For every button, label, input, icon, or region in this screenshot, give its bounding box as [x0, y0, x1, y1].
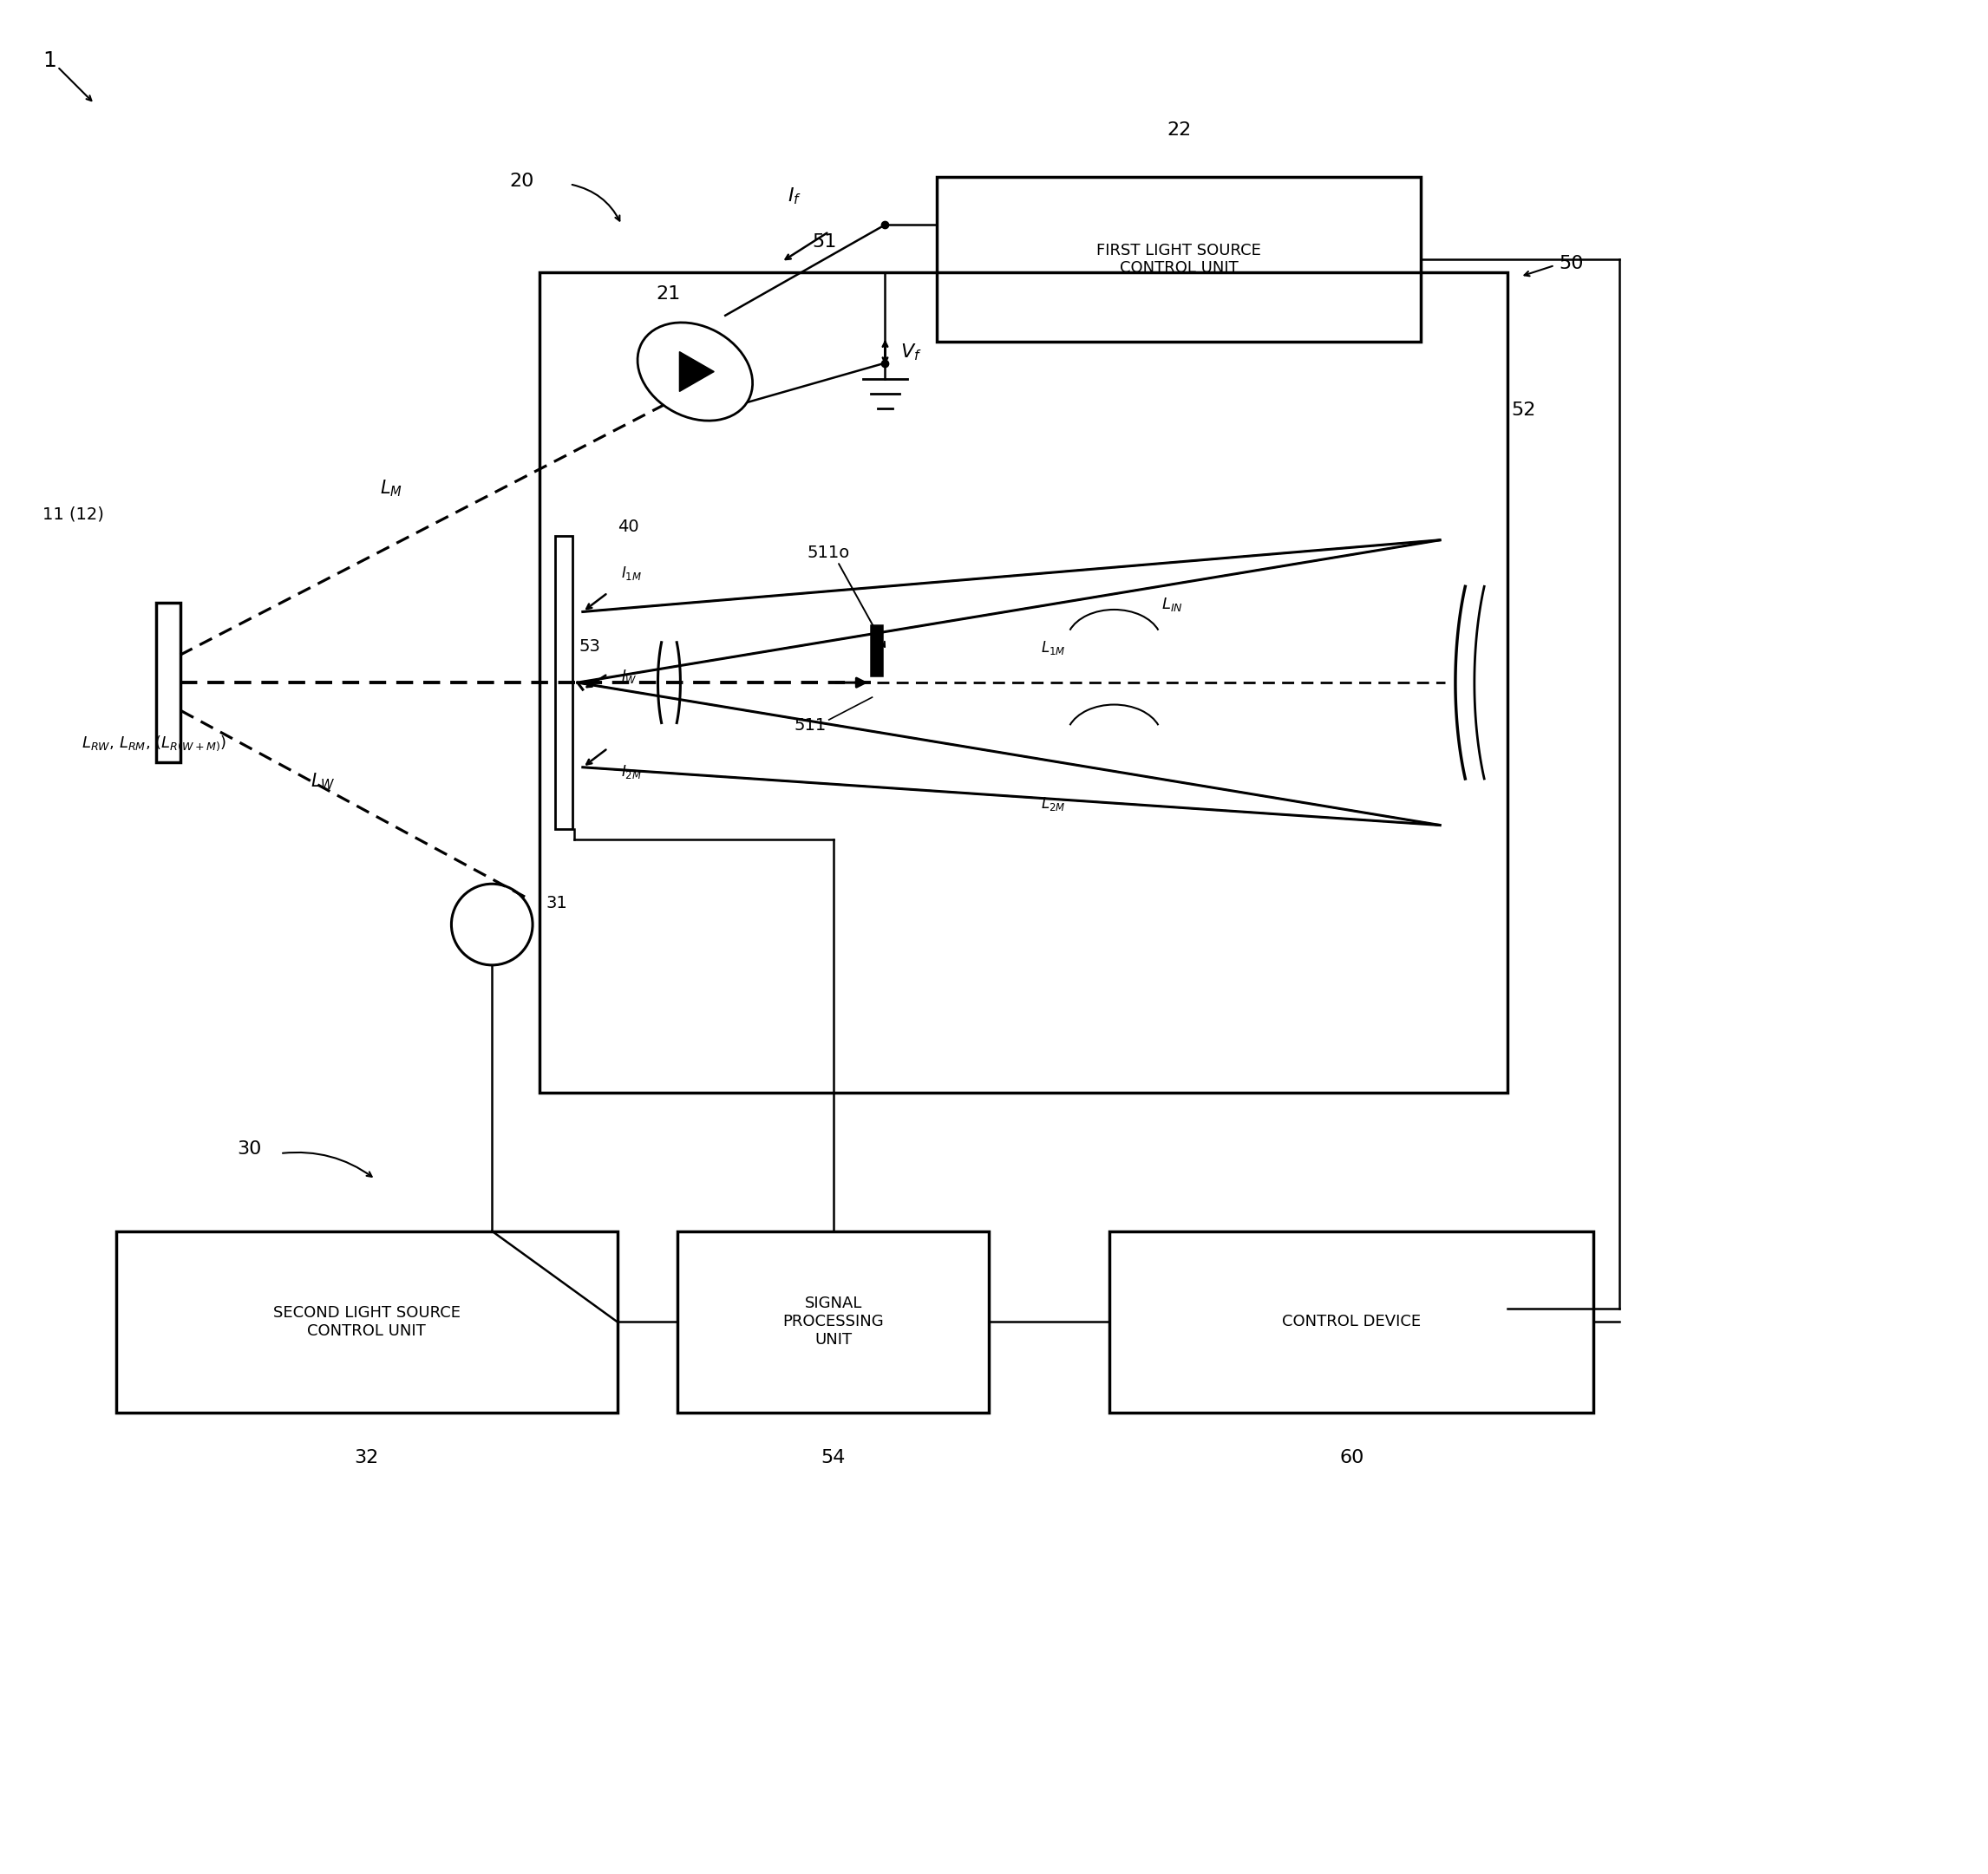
Text: 11 (12): 11 (12) — [42, 506, 103, 523]
Text: 50: 50 — [1559, 255, 1584, 272]
Text: 52: 52 — [1511, 401, 1537, 420]
Text: $V_f$: $V_f$ — [901, 341, 922, 362]
Text: SIGNAL
PROCESSING
UNIT: SIGNAL PROCESSING UNIT — [783, 1297, 885, 1347]
Text: 32: 32 — [354, 1449, 380, 1465]
Text: 22: 22 — [1167, 122, 1191, 139]
Bar — [871, 626, 883, 677]
Text: FIRST LIGHT SOURCE
CONTROL UNIT: FIRST LIGHT SOURCE CONTROL UNIT — [1097, 242, 1260, 275]
Text: $I_W$: $I_W$ — [620, 667, 636, 686]
Bar — [1109, 1231, 1594, 1413]
Bar — [678, 1231, 988, 1413]
Polygon shape — [680, 352, 714, 392]
Text: $I_{2M}$: $I_{2M}$ — [620, 763, 642, 780]
Text: 54: 54 — [821, 1449, 845, 1465]
Text: $I_{1M}$: $I_{1M}$ — [620, 564, 642, 581]
Text: CONTROL DEVICE: CONTROL DEVICE — [1282, 1314, 1421, 1331]
Text: 511: 511 — [795, 718, 827, 735]
Bar — [555, 536, 573, 830]
Bar — [936, 178, 1421, 341]
Text: 30: 30 — [237, 1141, 262, 1158]
Text: $L_{1M}$: $L_{1M}$ — [1040, 639, 1066, 656]
Text: SECOND LIGHT SOURCE
CONTROL UNIT: SECOND LIGHT SOURCE CONTROL UNIT — [272, 1304, 461, 1338]
Text: 1: 1 — [42, 51, 56, 71]
Text: 53: 53 — [579, 637, 600, 654]
Text: 511o: 511o — [807, 545, 851, 560]
Text: 60: 60 — [1340, 1449, 1364, 1465]
Text: 51: 51 — [813, 234, 837, 251]
Ellipse shape — [638, 322, 753, 420]
Text: $I_f$: $I_f$ — [787, 186, 801, 206]
Text: $L_{2M}$: $L_{2M}$ — [1040, 795, 1066, 811]
Bar — [155, 603, 181, 763]
Text: 31: 31 — [545, 894, 567, 911]
Bar — [539, 272, 1507, 1093]
Text: $L_{RW}$, $L_{RM}$, ($L_{R(W+M)}$): $L_{RW}$, $L_{RM}$, ($L_{R(W+M)}$) — [82, 735, 227, 753]
Text: 20: 20 — [509, 172, 535, 191]
Text: $L_W$: $L_W$ — [310, 772, 336, 793]
Text: 21: 21 — [656, 285, 680, 302]
Text: 40: 40 — [618, 519, 638, 536]
Bar — [115, 1231, 618, 1413]
Text: $L_{IN}$: $L_{IN}$ — [1161, 596, 1183, 613]
Text: $L_M$: $L_M$ — [380, 478, 402, 498]
